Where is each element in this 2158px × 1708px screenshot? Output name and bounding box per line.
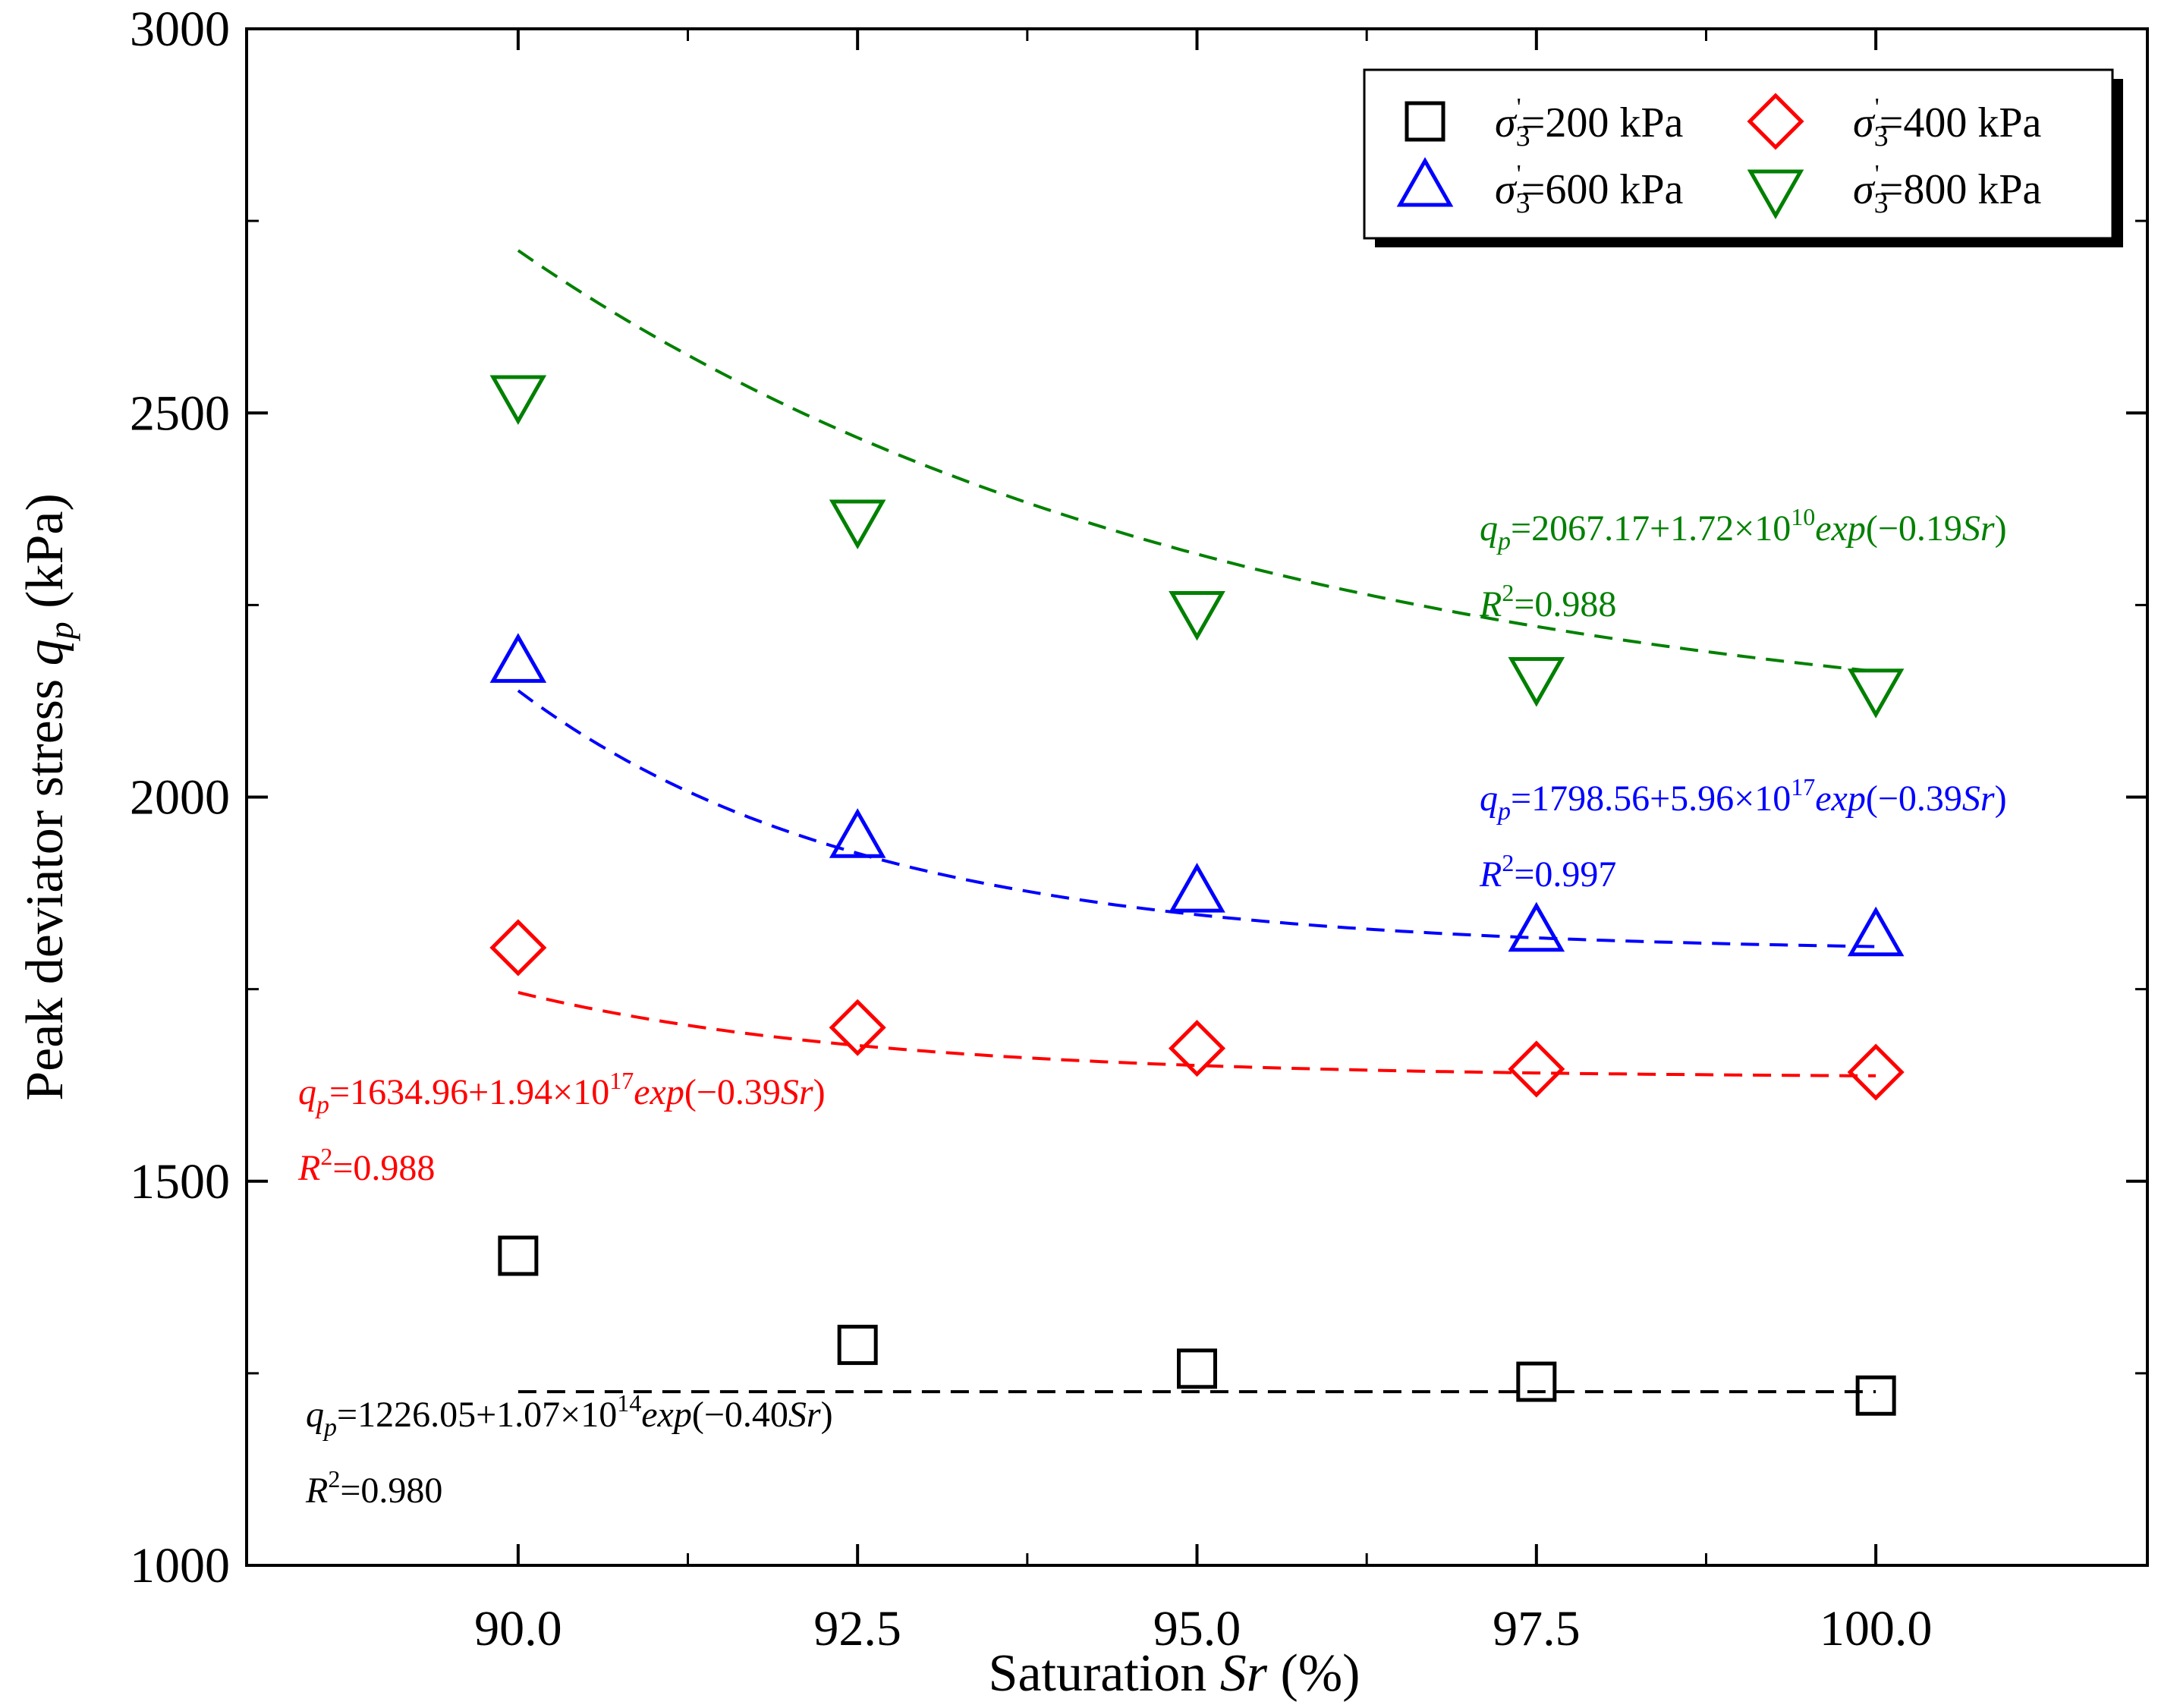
fit-equation: qp=1798.56+5.96×1017exp(−0.39Sr) [1480,773,2007,826]
legend-label: σ3'=600 kPa [1495,160,1683,219]
fit-r-squared: R2=0.997 [1479,849,1616,895]
y-tick-label: 3000 [130,2,230,57]
data-point [1508,657,1565,707]
legend-marker [1396,156,1454,207]
data-point [498,1235,539,1276]
legend: σ3'=200 kPa σ3'=400 kPa σ3'=600 kPa σ3'=800… [1363,68,2123,247]
series-3 [489,633,1905,957]
legend-marker [1747,93,1804,150]
fit-equation: qp=1634.96+1.94×1017exp(−0.39Sr) [298,1067,826,1119]
series-1 [498,1235,1896,1416]
data-point [1508,1040,1565,1098]
fit-equation: qp=2067.17+1.72×1010exp(−0.19Sr) [1480,503,2007,555]
plot-layer: 1000 1500 2000 2500 3000 90.0 92.5 95.0 97.5 100.… [16,2,2149,1703]
legend-marker [1747,169,1804,220]
y-tick-label: 2500 [130,385,230,441]
y-tick-label: 1500 [130,1154,230,1209]
legend-marker [1405,101,1445,142]
data-point [1168,1020,1226,1077]
fit-equation: qp=1226.05+1.07×1014exp(−0.40Sr) [306,1389,833,1442]
x-tick-label: 100.0 [1820,1601,1933,1656]
legend-label: σ3'=400 kPa [1853,93,2041,153]
data-point [829,999,886,1056]
legend-box [1363,68,2114,240]
data-point [1169,590,1225,641]
x-tick-label: 95.0 [1153,1601,1241,1656]
legend-label: σ3'=200 kPa [1495,93,1683,153]
data-point [1177,1348,1217,1389]
data-point [829,808,886,858]
data-point [1169,863,1225,913]
data-point [1855,1375,1896,1416]
data-point [837,1324,878,1365]
data-point [1847,906,1905,957]
series-4 [489,249,1905,719]
fit-r-squared: R2=0.980 [305,1465,442,1511]
series-2 [489,919,1905,1101]
fit-curve [517,991,1876,1077]
x-tick-label: 97.5 [1493,1601,1581,1656]
fit-r-squared: R2=0.988 [297,1143,435,1188]
data-point [489,633,547,683]
x-axis-title: Saturation Sr (%) [989,1644,1361,1703]
data-point [1516,1361,1557,1402]
data-point [1847,1043,1905,1101]
y-tick-label: 2000 [130,770,230,826]
fit-curve [517,249,1876,673]
x-tick-label: 92.5 [813,1601,901,1656]
y-axis-title: Peak deviator stress qp (kPa) [16,493,80,1101]
data-point [1847,668,1905,719]
x-tick-label: 90.0 [474,1601,562,1656]
data-point [1508,901,1565,952]
y-tick-label: 1000 [130,1538,230,1593]
fit-r-squared: R2=0.988 [1479,579,1616,624]
data-point [489,375,547,425]
fit-curve [517,689,1876,948]
data-point [489,919,547,977]
data-point [829,499,886,550]
legend-label: σ3'=800 kPa [1853,160,2041,219]
